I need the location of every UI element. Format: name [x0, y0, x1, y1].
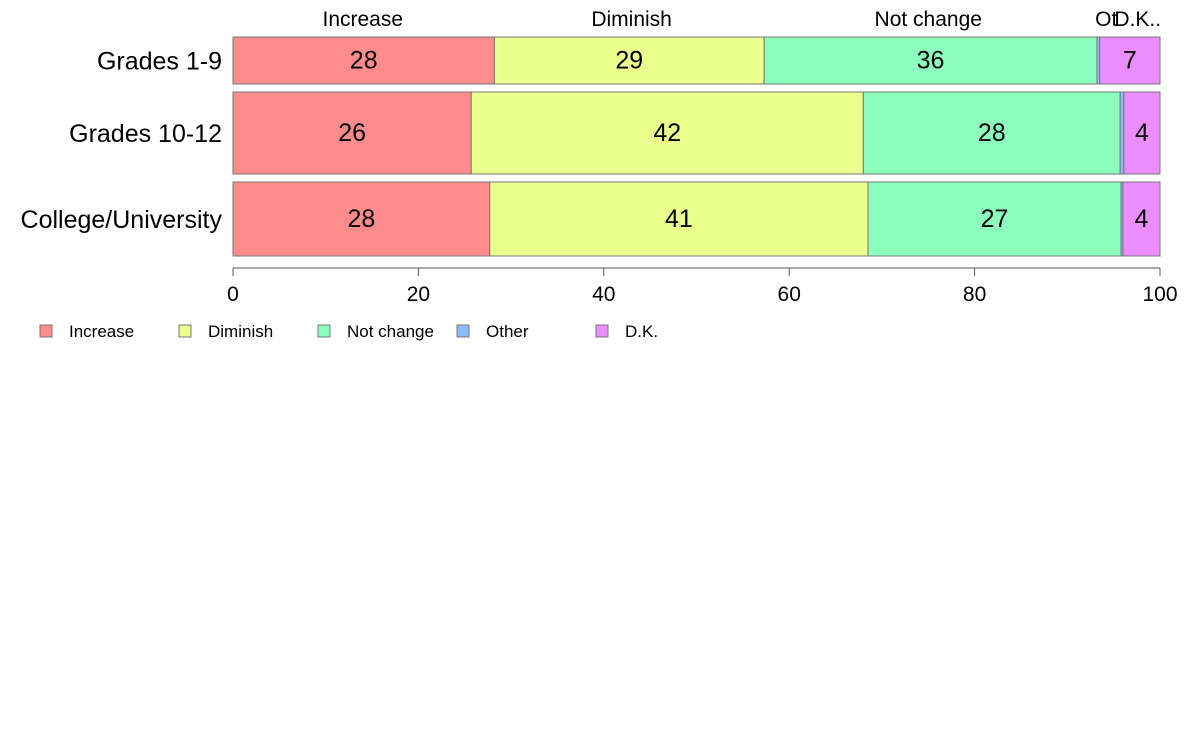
top-label: Increase — [323, 8, 404, 31]
legend-label: D.K. — [625, 322, 658, 341]
legend-swatch — [178, 324, 192, 338]
bar-segment — [493, 36, 765, 85]
bar-segment — [489, 181, 869, 257]
legend: Increase Diminish Not change Other D.K. — [39, 322, 658, 341]
top-label: Ot — [1095, 8, 1117, 31]
bar-segment — [867, 181, 1122, 257]
legend-label: Diminish — [208, 322, 273, 341]
y-axis-label: College/University — [21, 206, 223, 234]
bar-segment — [232, 91, 472, 175]
bar-segment — [1123, 91, 1161, 175]
x-tick-label: 40 — [592, 283, 615, 306]
bar-segment — [232, 181, 491, 257]
bar-segment — [1122, 181, 1161, 257]
x-tick-label: 80 — [963, 283, 986, 306]
bar-value-label: 29 — [615, 47, 643, 75]
bar-segment — [1099, 36, 1161, 85]
bar-segment — [862, 91, 1121, 175]
bar-value-label: 36 — [917, 47, 945, 75]
y-axis-labels: Grades 1-9 Grades 10-12 College/University — [21, 48, 223, 235]
top-label: D.K.. — [1114, 8, 1161, 31]
bars-group: 28 29 36 7 26 42 28 4 28 41 27 4 — [232, 36, 1161, 257]
x-tick-label: 0 — [227, 283, 239, 306]
x-axis: 0 20 40 60 80 100 — [227, 267, 1178, 306]
y-axis-label: Grades 10-12 — [69, 120, 222, 148]
top-label: Diminish — [591, 8, 672, 31]
x-tick-label: 100 — [1142, 283, 1177, 306]
legend-label: Other — [486, 322, 529, 341]
bar-value-label: 27 — [981, 205, 1009, 233]
bar-segment — [470, 91, 864, 175]
top-label: Not change — [875, 8, 982, 31]
bar-value-label: 42 — [653, 119, 681, 147]
bar-segment — [1119, 91, 1125, 175]
legend-label: Increase — [69, 322, 134, 341]
legend-swatch — [317, 324, 331, 338]
legend-swatch — [39, 324, 53, 338]
bar-value-label: 28 — [350, 47, 378, 75]
legend-label: Not change — [347, 322, 434, 341]
bar-value-label: 4 — [1135, 205, 1149, 233]
bar-value-label: 4 — [1135, 119, 1149, 147]
bar-value-label: 28 — [978, 119, 1006, 147]
legend-swatch — [456, 324, 470, 338]
x-tick-label: 60 — [778, 283, 801, 306]
bar-value-label: 28 — [347, 205, 375, 233]
bar-value-label: 7 — [1123, 47, 1137, 75]
legend-swatch — [595, 324, 609, 338]
top-category-labels: Increase Diminish Not change OtD.K.. — [323, 8, 1162, 31]
y-axis-label: Grades 1-9 — [97, 48, 222, 76]
bar-value-label: 26 — [338, 119, 366, 147]
bar-value-label: 41 — [665, 205, 693, 233]
x-tick-label: 20 — [407, 283, 430, 306]
